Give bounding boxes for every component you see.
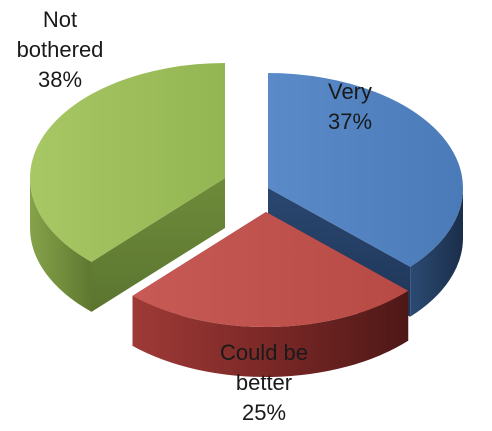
pie-slice-top-very [268, 73, 464, 267]
data-label-line: bothered [17, 37, 104, 62]
data-label-line: 37% [328, 109, 372, 134]
pie-slice-top-not-bothered [30, 63, 225, 262]
pie-slice-could-be-better [132, 212, 409, 377]
data-label-line: Could be [220, 340, 308, 365]
data-label-line: 38% [38, 67, 82, 92]
data-label-line: Not [43, 7, 77, 32]
pie-slice-top-could-be-better [132, 212, 409, 328]
data-label-line: better [236, 370, 292, 395]
pie-slice-not-bothered [30, 63, 226, 312]
data-label-not-bothered: Not bothered 38% [17, 7, 104, 92]
data-label-very: Very 37% [328, 79, 372, 134]
data-label-line: 25% [242, 400, 286, 425]
data-label-could-be-better: Could be better 25% [220, 340, 308, 425]
pie-slice-side-not-bothered-0 [30, 178, 92, 312]
pie-slice-side-could-be-better-0 [132, 290, 409, 377]
pie-slice-wall-not-bothered-0 [91, 178, 226, 312]
data-label-line: Very [328, 79, 372, 104]
pie-slice-side-very-0 [410, 188, 463, 317]
